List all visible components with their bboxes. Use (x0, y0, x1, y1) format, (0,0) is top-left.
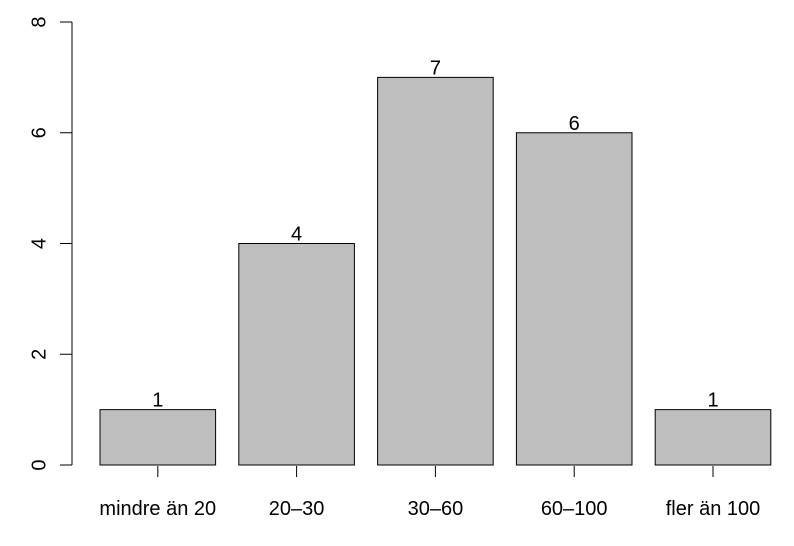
value-label: 1 (152, 390, 163, 412)
x-tick-label: 20–30 (269, 498, 325, 520)
bar (377, 76, 494, 466)
y-tick-label: 4 (28, 238, 50, 249)
y-tick-label: 6 (28, 127, 50, 138)
value-label: 7 (430, 57, 441, 79)
x-tick-label: mindre än 20 (99, 498, 216, 520)
bar (238, 243, 355, 466)
value-label: 4 (291, 224, 302, 246)
x-tick-label: 60–100 (541, 498, 608, 520)
value-label: 1 (707, 390, 718, 412)
bar (515, 132, 633, 466)
y-tick-label: 2 (28, 349, 50, 360)
value-label: 6 (569, 113, 580, 135)
y-tick-label: 0 (28, 459, 50, 470)
y-tick-label: 8 (28, 16, 50, 27)
x-tick-label: fler än 100 (666, 498, 761, 520)
bar (99, 409, 217, 466)
bar (654, 409, 772, 466)
x-tick-label: 30–60 (408, 498, 464, 520)
